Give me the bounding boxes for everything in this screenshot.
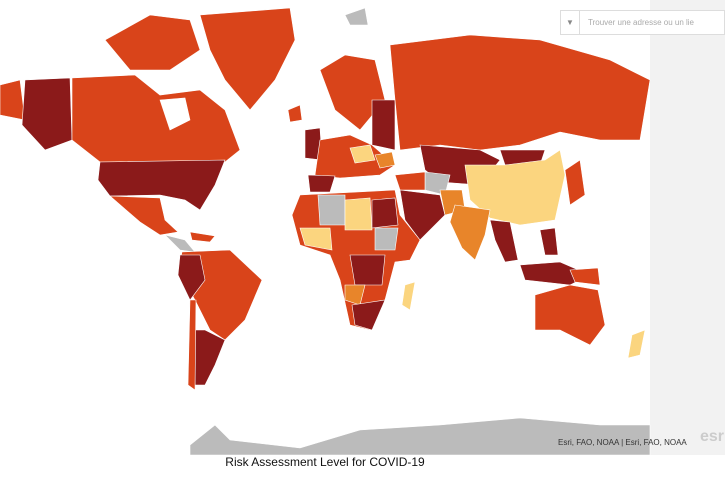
- south-africa: [351, 299, 386, 331]
- mexico: [109, 195, 179, 236]
- search-box[interactable]: ▼ Trouver une adresse ou un lie: [560, 10, 725, 35]
- antarctica: [189, 417, 651, 455]
- papua: [569, 267, 601, 286]
- world-map: [0, 0, 725, 455]
- india: [449, 204, 491, 261]
- search-placeholder: Trouver une adresse ou un lie: [588, 18, 694, 27]
- canada: [71, 74, 241, 163]
- iberia: [307, 174, 336, 193]
- turkey: [394, 171, 426, 191]
- iceland: [287, 104, 303, 123]
- peru-colombia: [177, 254, 206, 301]
- libya-chad: [344, 197, 373, 231]
- map-caption: Risk Assessment Level for COVID-19: [225, 455, 425, 469]
- map-margin: [650, 0, 725, 455]
- arctic-islands: [104, 14, 201, 71]
- search-dropdown[interactable]: ▼: [561, 11, 580, 34]
- ethiopia: [374, 227, 399, 251]
- usa: [97, 159, 226, 211]
- new-zealand: [627, 329, 646, 359]
- esri-logo: esri: [700, 428, 725, 445]
- japan: [564, 159, 586, 206]
- egypt-sudan: [371, 197, 399, 229]
- west-africa: [299, 227, 333, 251]
- eastern-europe: [374, 151, 396, 169]
- attribution: Esri, FAO, NOAA | Esri, FAO, NOAA: [558, 438, 687, 447]
- caribbean: [189, 231, 216, 243]
- central-europe: [349, 144, 376, 164]
- madagascar: [401, 281, 416, 311]
- greenland: [199, 7, 296, 111]
- southeast-asia: [489, 219, 519, 263]
- middle-east: [399, 189, 446, 241]
- russia: [389, 34, 651, 151]
- hudson-bay: [159, 97, 191, 131]
- australia: [534, 284, 606, 346]
- philippines: [539, 227, 559, 256]
- svalbard: [344, 7, 369, 26]
- central-africa: [349, 254, 386, 286]
- algeria: [317, 194, 346, 226]
- chile: [187, 299, 197, 391]
- countries: [0, 7, 651, 455]
- baltic: [371, 99, 396, 151]
- alaska: [21, 77, 73, 151]
